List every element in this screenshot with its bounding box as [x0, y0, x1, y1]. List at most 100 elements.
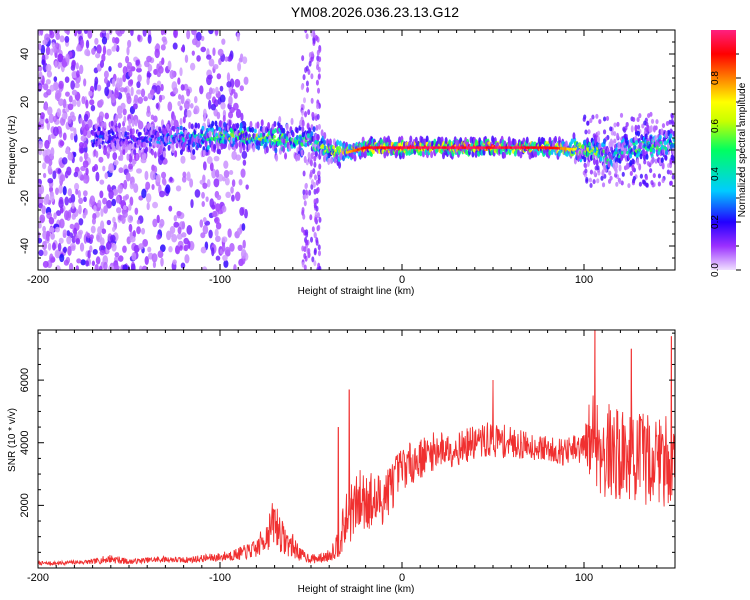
spectrogram-noise-cell: [239, 207, 245, 216]
spectrogram-ridge-peak: [356, 148, 360, 151]
spectrogram-ridge-peak: [374, 146, 378, 149]
spectrogram-noise-cell: [72, 99, 77, 107]
spectrogram-noise-cell: [104, 86, 110, 97]
snr-ytick-label: 6000: [19, 368, 31, 392]
snr-xtick-label: -200: [27, 572, 49, 584]
spectrogram-noise-cell: [83, 196, 87, 203]
spectrogram-ridge-cell: [601, 169, 605, 177]
spectrogram-noise-cell: [111, 198, 117, 207]
spectrogram-ridge-cell: [672, 143, 675, 149]
spectrogram-noise-cell: [202, 161, 207, 171]
spectrogram-noise-cell: [155, 174, 161, 183]
spectrogram-noise-cell: [47, 242, 52, 251]
spectrogram-noise-cell: [49, 193, 55, 203]
spectrogram-noise-cell: [41, 59, 46, 66]
spectrogram-ridge-cell: [110, 120, 114, 127]
spectrogram-ridge-peak: [481, 146, 485, 149]
spectrogram-ridge-cell: [637, 130, 641, 137]
spectrogram-noise-cell: [661, 123, 666, 129]
spectrogram-noise-cell: [221, 243, 226, 252]
spectrogram-noise-cell: [168, 246, 173, 253]
spectrogram-noise-cell: [605, 116, 610, 122]
spectrogram-ridge-cell: [218, 148, 222, 155]
spectrogram-noise-cell: [42, 162, 47, 170]
spectrogram-ridge-peak: [448, 146, 452, 149]
spectrogram-ridge-peak: [474, 146, 478, 149]
spectrogram-noise-cell: [58, 237, 64, 244]
spectrogram-noise-cell: [131, 252, 137, 261]
spectrogram-noise-cell: [128, 69, 133, 78]
spectrogram-ridge-peak: [400, 146, 404, 149]
spectrogram-ridge-peak: [522, 146, 526, 149]
spectrogram-noise-cell: [130, 263, 136, 270]
spectrogram-noise-cell: [166, 230, 172, 241]
spectrogram-noise-cell: [55, 32, 61, 40]
spectrogram-noise-cell: [234, 78, 241, 88]
spectrogram-noise-cell: [238, 178, 243, 186]
spectrogram-noise-cell: [45, 79, 51, 85]
spectrogram-noise-cell: [225, 191, 231, 199]
spectrogram-noise-cell: [56, 108, 62, 118]
spectrogram-noise-cell: [50, 232, 55, 240]
spectrogram-ridge-peak: [350, 150, 354, 153]
spectrogram-noise-cell: [80, 38, 85, 49]
spectrogram-ridge-peak: [348, 150, 352, 154]
spectrogram-noise-cell: [200, 232, 206, 239]
spectrogram-noise-cell: [59, 116, 66, 126]
spectrogram-ridge-cell: [257, 144, 261, 151]
spectrogram-noise-cell: [231, 179, 236, 188]
spectrogram-ridge-peak: [396, 146, 400, 149]
spectrogram-noise-cell: [101, 30, 107, 34]
spectrogram-noise-cell: [142, 30, 147, 37]
spectrogram-noise-cell: [593, 170, 597, 176]
spectrogram-ridge-cell: [503, 151, 507, 159]
spectrogram-noise-cell: [216, 73, 222, 80]
spectrogram-noise-cell: [233, 92, 238, 99]
spectrogram-noise-cell: [315, 124, 319, 131]
spectrogram-noise-cell: [134, 207, 139, 215]
spectrogram-noise-cell: [585, 176, 589, 182]
spectrogram-ridge-cell: [267, 121, 271, 130]
spectrogram-ridge-cell: [658, 134, 662, 140]
spectrogram-ridge-peak: [529, 146, 533, 149]
spectrogram-noise-cell: [317, 244, 321, 251]
spectrogram-ridge-peak: [568, 147, 572, 151]
spectrogram-ridge-cell: [631, 164, 635, 172]
spectrogram-noise-cell: [38, 182, 42, 191]
spectrogram-noise-cell: [68, 262, 74, 270]
spectrogram-ridge-peak: [437, 146, 441, 149]
spectrogram-noise-cell: [93, 205, 97, 212]
spectrogram-ridge-cell: [409, 135, 413, 143]
spectrogram-noise-cell: [671, 174, 675, 180]
spectrogram-noise-cell: [141, 265, 148, 270]
spectrogram-ridge-cell: [614, 147, 618, 153]
spectrogram-ridge-cell: [178, 141, 182, 149]
spectrogram-noise-cell: [160, 30, 165, 36]
spectrogram-noise-cell: [180, 84, 185, 91]
spectrogram-noise-cell: [43, 196, 49, 206]
spectrogram-noise-cell: [665, 120, 670, 126]
spectrogram-ridge-peak: [369, 146, 373, 149]
spectrogram-noise-cell: [102, 197, 108, 205]
spectrogram-noise-cell: [99, 190, 104, 199]
spectrogram-noise-cell: [101, 36, 108, 45]
spectrogram-noise-cell: [199, 85, 204, 95]
spectrogram-noise-cell: [99, 179, 105, 185]
spectrogram-noise-cell: [669, 180, 673, 186]
spectrogram-noise-cell: [161, 171, 167, 179]
spectrogram-noise-cell: [243, 76, 249, 85]
spectrogram-ridge-cell: [548, 149, 552, 156]
spectrogram-ridge-cell: [614, 167, 618, 175]
spectrogram-ridge-cell: [242, 143, 246, 152]
spectrogram-noise-cell: [302, 213, 306, 220]
spectrogram-noise-cell: [189, 178, 194, 188]
spectrogram-noise-cell: [230, 186, 234, 194]
spectrogram-ridge-cell: [588, 141, 592, 147]
spectrogram-noise-cell: [50, 147, 55, 157]
spectrogram-ridge-cell: [260, 119, 264, 127]
spectrogram-ridge-cell: [249, 120, 253, 129]
spectrogram-ridge-cell: [118, 131, 122, 139]
spectrogram-ridge-cell: [419, 150, 423, 157]
spectrogram-ridge-cell: [629, 153, 633, 159]
spectrogram-noise-cell: [80, 135, 87, 142]
